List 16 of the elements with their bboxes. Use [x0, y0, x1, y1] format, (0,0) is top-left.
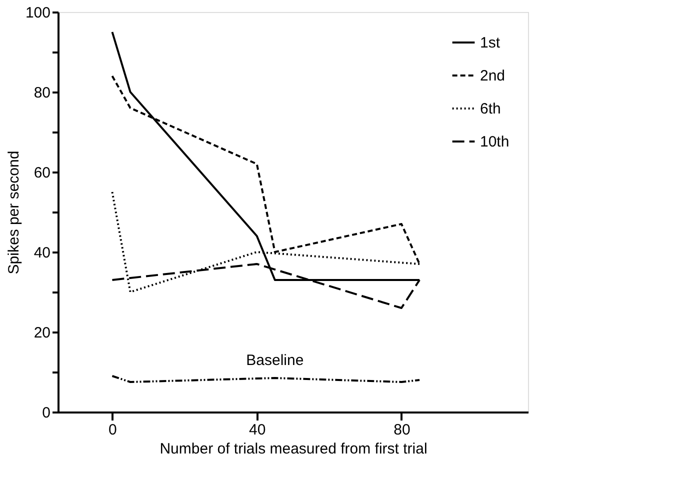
- y-tick-label: 80: [34, 84, 50, 102]
- x-tick-label: 0: [108, 422, 117, 438]
- legend-label: 6th: [480, 100, 501, 118]
- legend-label: 2nd: [480, 68, 506, 84]
- legend-label: 10th: [480, 134, 510, 150]
- y-axis-title: Spikes per second: [5, 150, 22, 274]
- y-tick-label: 100: [25, 4, 50, 22]
- x-axis-title: Number of trials measured from first trial: [160, 440, 428, 458]
- y-tick-label: 0: [42, 404, 50, 422]
- y-tick-label: 40: [34, 244, 50, 262]
- legend-label: 1st: [480, 34, 501, 52]
- y-tick-label: 60: [34, 164, 50, 182]
- annotation: Baseline: [246, 352, 304, 369]
- y-tick-label: 20: [34, 324, 50, 342]
- x-tick-label: 80: [394, 422, 410, 438]
- x-tick-label: 40: [249, 422, 266, 438]
